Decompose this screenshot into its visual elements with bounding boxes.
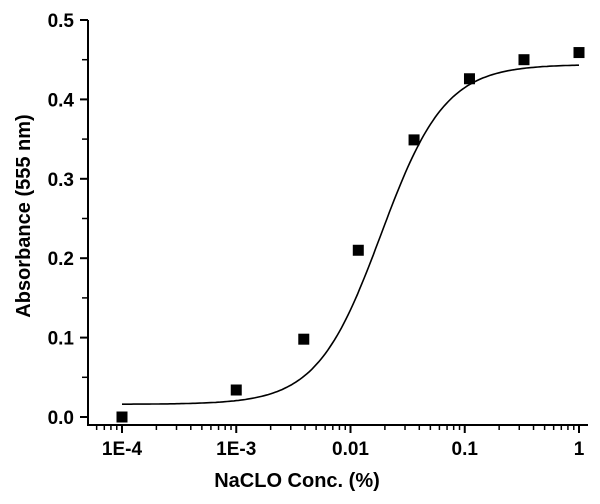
data-point xyxy=(116,411,128,423)
x-tick-label: 0.1 xyxy=(452,439,479,460)
x-tick-label: 1E-4 xyxy=(102,439,143,460)
data-point xyxy=(352,244,364,256)
data-point xyxy=(230,384,242,396)
y-tick-label: 0.5 xyxy=(48,11,75,32)
y-tick-label: 0.2 xyxy=(48,249,74,270)
y-axis-title: Absorbance (555 nm) xyxy=(13,114,35,317)
data-point xyxy=(518,54,530,66)
x-axis-title: NaCLO Conc. (%) xyxy=(214,470,380,492)
data-point xyxy=(298,333,310,345)
data-points xyxy=(116,47,585,423)
data-point xyxy=(463,73,475,85)
y-tick-label: 0.1 xyxy=(48,329,75,350)
x-tick-label: 0.01 xyxy=(332,439,369,460)
x-axis-ticks: 1E-4 1E-3 0.01 0.1 1 xyxy=(95,425,585,460)
data-point xyxy=(408,134,420,146)
y-tick-label: 0.0 xyxy=(48,408,74,429)
y-tick-label: 0.3 xyxy=(48,170,74,191)
y-tick-label: 0.4 xyxy=(48,90,75,111)
x-tick-label: 1 xyxy=(574,439,585,460)
y-axis-ticks: 0.0 0.1 0.2 0.3 0.4 0.5 xyxy=(48,11,88,429)
fit-curve xyxy=(122,64,579,405)
data-point xyxy=(573,47,585,59)
x-tick-label: 1E-3 xyxy=(216,439,256,460)
axes xyxy=(87,20,588,426)
